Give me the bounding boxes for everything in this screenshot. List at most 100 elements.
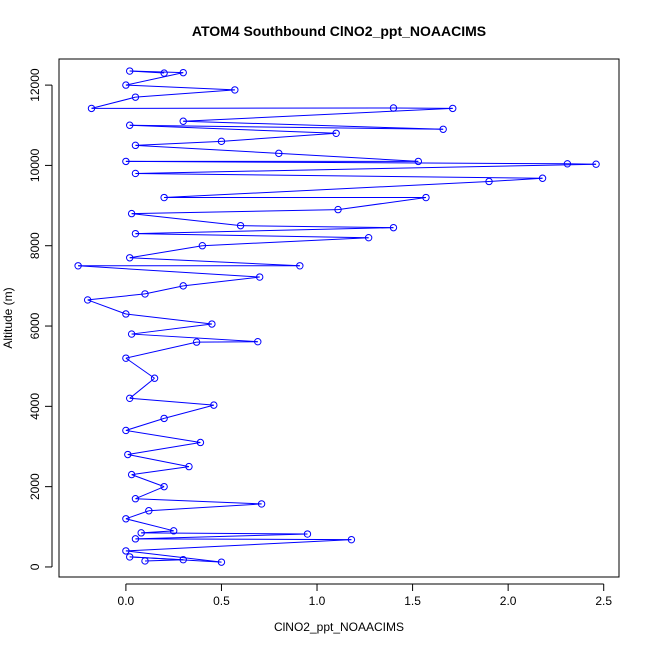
series-line-segment (135, 227, 394, 235)
series-line-segment (135, 498, 262, 505)
series-line-segment (131, 209, 339, 215)
series-line-segment (87, 293, 146, 301)
series-line-segment (91, 96, 136, 109)
data-point (87, 104, 96, 113)
y-tick-label: 0 (28, 563, 42, 570)
series-line-segment (125, 429, 201, 443)
series-line-segment (135, 233, 369, 239)
series-line-segment (183, 276, 260, 287)
data-point (332, 129, 340, 137)
series-line-segment (135, 140, 222, 146)
data-point (449, 104, 457, 113)
plot-area (74, 67, 600, 566)
x-tick-label: 0.5 (213, 594, 230, 608)
data-point (131, 494, 140, 503)
series-line-segment (125, 539, 352, 552)
data-point (141, 290, 149, 298)
data-point (126, 254, 134, 262)
data-point (131, 141, 140, 150)
data-point (122, 515, 130, 523)
y-tick-label: 2000 (28, 473, 42, 500)
series-line-segment (129, 124, 337, 134)
data-point (210, 401, 218, 409)
data-point (74, 262, 82, 270)
series-line-segment (202, 237, 369, 247)
data-point (296, 262, 304, 270)
data-point (485, 177, 493, 186)
series-line-segment (125, 510, 149, 520)
data-point (389, 223, 398, 232)
data-point (122, 426, 130, 435)
data-point (236, 221, 245, 230)
series-line-segment (131, 323, 212, 335)
series-line-segment (135, 533, 308, 540)
data-point (122, 157, 130, 166)
plot-frame (58, 58, 620, 578)
series-line-segment (125, 417, 165, 431)
series-line-segment (278, 152, 419, 162)
series-line-segment (129, 70, 165, 74)
series-line-segment (87, 299, 127, 315)
data-point (179, 556, 187, 564)
series-line-segment (163, 404, 214, 419)
data-point (231, 86, 239, 94)
series-line-segment (135, 172, 543, 179)
data-point (389, 104, 398, 112)
x-tick-label: 0.0 (118, 594, 135, 608)
series-line-segment (135, 163, 597, 174)
series-line-segment (125, 72, 184, 86)
data-point (131, 169, 140, 178)
series-line-segment (135, 89, 235, 98)
series-line-segment (78, 265, 260, 278)
series-line-segment (164, 180, 490, 199)
data-point (185, 462, 193, 471)
series-line-segment (127, 454, 190, 468)
data-point (124, 450, 132, 459)
data-point (126, 121, 134, 129)
data-point (179, 117, 187, 125)
series-line-segment (129, 377, 155, 399)
data-point (179, 282, 187, 290)
data-point (150, 374, 159, 382)
data-point (160, 193, 168, 202)
data-point (122, 81, 130, 89)
y-tick-label: 10000 (28, 148, 42, 182)
series-line-segment (125, 550, 222, 563)
series-line-segment (144, 285, 184, 295)
data-point (127, 209, 136, 218)
data-point (137, 529, 145, 537)
series-line-segment (221, 132, 337, 142)
data-point (126, 67, 134, 75)
series-line-segment (131, 474, 165, 488)
data-point (131, 229, 140, 238)
series-line-segment (135, 486, 165, 500)
series-line-segment (240, 225, 394, 229)
series-line-segment (129, 124, 444, 130)
y-tick-label: 4000 (28, 393, 42, 420)
x-axis-label: ClNO2_ppt_NOAACIMS (274, 620, 404, 634)
series-line-segment (129, 257, 300, 267)
data-point (347, 535, 356, 544)
data-point (364, 233, 373, 242)
series-line-segment (131, 466, 190, 476)
y-tick-label: 6000 (28, 312, 42, 339)
data-point (160, 69, 168, 77)
series-line-segment (135, 538, 352, 541)
data-point (127, 470, 136, 479)
data-point (122, 310, 130, 318)
data-point (563, 160, 572, 168)
series-line-segment (183, 120, 444, 130)
y-tick-label: 8000 (28, 232, 42, 259)
x-axis: 0.0 0.5 1.0 1.5 2.0 2.5 (118, 583, 612, 608)
data-point (196, 438, 205, 447)
data-point (179, 68, 187, 77)
series-line-segment (141, 532, 308, 535)
series-line-segment (131, 333, 258, 343)
y-axis-label: Altitude (m) (1, 287, 15, 348)
series-line-segment (141, 530, 174, 534)
data-point (275, 149, 283, 158)
data-point (592, 160, 600, 168)
data-point (122, 547, 130, 555)
